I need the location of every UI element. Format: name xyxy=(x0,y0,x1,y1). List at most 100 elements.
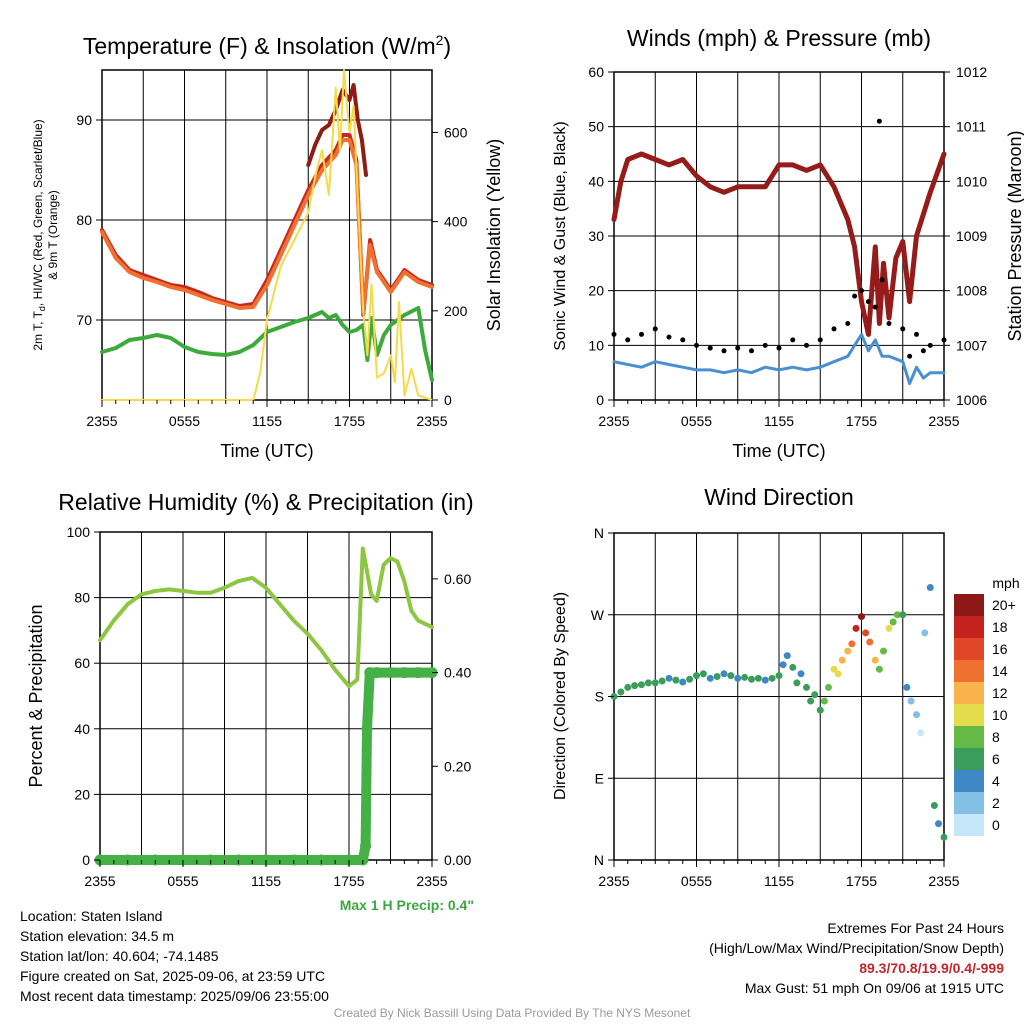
humidity-chart-title: Relative Humidity (%) & Precipitation (i… xyxy=(58,489,473,515)
gust-point xyxy=(927,342,933,348)
credit-text: Created By Nick Bassill Using Data Provi… xyxy=(333,1006,691,1020)
y-tick-label: 0 xyxy=(596,392,604,408)
colorbar-swatch xyxy=(954,726,984,748)
gust-point xyxy=(749,348,754,354)
gust-point xyxy=(639,331,644,337)
x-tick-label: 0555 xyxy=(167,873,198,889)
wind-direction-grid xyxy=(614,533,944,860)
colorbar-swatch xyxy=(954,704,984,726)
y-tick-label: 70 xyxy=(76,312,92,328)
series-line xyxy=(611,151,947,337)
direction-point xyxy=(748,675,755,683)
y-tick-label: N xyxy=(594,525,604,541)
x-tick-label: 0555 xyxy=(681,413,712,429)
colorbar-label: 16 xyxy=(992,641,1008,657)
direction-point xyxy=(699,670,707,678)
right-tick-label: 0 xyxy=(444,392,452,408)
right-tick-label: 0.20 xyxy=(444,758,471,774)
y-tick-label: 80 xyxy=(76,212,92,228)
temperature-grid xyxy=(102,70,432,400)
y-tick-label: S xyxy=(595,689,604,705)
colorbar-swatch xyxy=(954,660,984,682)
gust-point xyxy=(831,326,837,332)
wind-panel: Winds (mph) & Pressure (mb) 2355 0555 1155… xyxy=(552,25,1024,461)
direction-point xyxy=(935,820,942,828)
y-tick-label: 30 xyxy=(588,228,604,244)
wind-ticks: 2355 0555 1155 1755 2355 0 10 20 30 40 50 60 1006 100… xyxy=(588,64,987,429)
wind-direction-chart-title: Wind Direction xyxy=(704,484,854,510)
direction-point xyxy=(816,706,824,714)
direction-point xyxy=(848,640,856,648)
temperature-ticks: 2355 0555 1155 1755 2355 70 80 90 0 200 400 600 xyxy=(76,112,467,429)
y-tick-label: W xyxy=(591,607,605,623)
wind-chart-title: Winds (mph) & Pressure (mb) xyxy=(627,25,931,51)
gust-point xyxy=(879,277,885,283)
x-tick-label: 2355 xyxy=(598,413,629,429)
direction-point xyxy=(617,688,625,696)
direction-point xyxy=(779,661,787,669)
colorbar-label: 8 xyxy=(992,729,1000,745)
direction-point xyxy=(734,674,742,682)
wind-grid xyxy=(614,72,944,400)
right-tick-label: 1008 xyxy=(956,283,987,299)
direction-point xyxy=(706,674,714,682)
colorbar-swatch xyxy=(954,792,984,814)
max-precip-annotation: Max 1 H Precip: 0.4" xyxy=(340,897,474,913)
y-tick-label: 40 xyxy=(588,173,604,189)
gust-point xyxy=(707,345,713,351)
x-tick-label: 1755 xyxy=(846,413,877,429)
gust-point xyxy=(859,288,864,294)
right-tick-label: 1012 xyxy=(956,64,987,80)
y-tick-label: 50 xyxy=(588,119,604,135)
colorbar-label: 4 xyxy=(992,773,1000,789)
right-tick-label: 1010 xyxy=(956,173,987,189)
colorbar-label: 14 xyxy=(992,663,1008,679)
direction-point xyxy=(741,673,749,681)
direction-point xyxy=(644,679,652,687)
x-tick-label: 2355 xyxy=(928,873,959,889)
direction-point xyxy=(727,672,735,680)
gust-point xyxy=(900,326,906,332)
direction-point xyxy=(797,670,805,678)
colorbar-label: 0 xyxy=(992,817,1000,833)
y-tick-label: 90 xyxy=(76,112,92,128)
temperature-series xyxy=(100,69,434,401)
wind-x-axis-label: Time (UTC) xyxy=(732,441,825,461)
x-tick-label: 0555 xyxy=(169,413,200,429)
direction-point xyxy=(761,676,769,684)
series-line xyxy=(101,69,433,401)
direction-point xyxy=(830,665,838,673)
gust-point xyxy=(865,299,871,305)
direction-point xyxy=(940,833,948,841)
direction-point xyxy=(885,624,893,632)
gust-point xyxy=(886,320,892,326)
gust-point xyxy=(907,353,913,359)
gust-point xyxy=(914,331,919,337)
station-info: Location: Staten Island Station elevatio… xyxy=(20,906,329,1006)
direction-point xyxy=(789,663,797,671)
y-tick-label: 60 xyxy=(74,655,90,671)
wind-direction-ticks: 2355 0555 1155 1755 2355 N E S W N xyxy=(591,525,960,889)
colorbar-swatch xyxy=(954,682,984,704)
extremes-info: Extremes For Past 24 Hours (High/Low/Max… xyxy=(709,918,1004,998)
wind-series xyxy=(611,118,947,386)
direction-point xyxy=(838,656,846,664)
wind-direction-panel: Wind Direction 2355 0555 1155 1755 2355 N E S W N… xyxy=(552,484,1020,889)
x-tick-label: 2355 xyxy=(928,413,959,429)
x-tick-label: 2355 xyxy=(416,873,447,889)
humidity-y-axis-label: Percent & Precipitation xyxy=(26,604,46,787)
direction-point xyxy=(893,611,901,619)
temperature-panel: Temperature (F) & Insolation (W/m2) 2355… xyxy=(31,32,504,461)
extremes-values: 89.3/70.8/19.9/0.4/-999 xyxy=(859,960,1004,976)
direction-point xyxy=(871,656,879,664)
gust-point xyxy=(804,342,809,348)
gust-point xyxy=(652,326,658,332)
gust-point xyxy=(680,337,686,343)
direction-point xyxy=(807,697,815,705)
wind-direction-points xyxy=(610,584,948,841)
y-tick-label: 80 xyxy=(74,590,90,606)
colorbar-label: 2 xyxy=(992,795,1000,811)
colorbar-label: 18 xyxy=(992,619,1008,635)
right-tick-label: 1009 xyxy=(956,228,987,244)
